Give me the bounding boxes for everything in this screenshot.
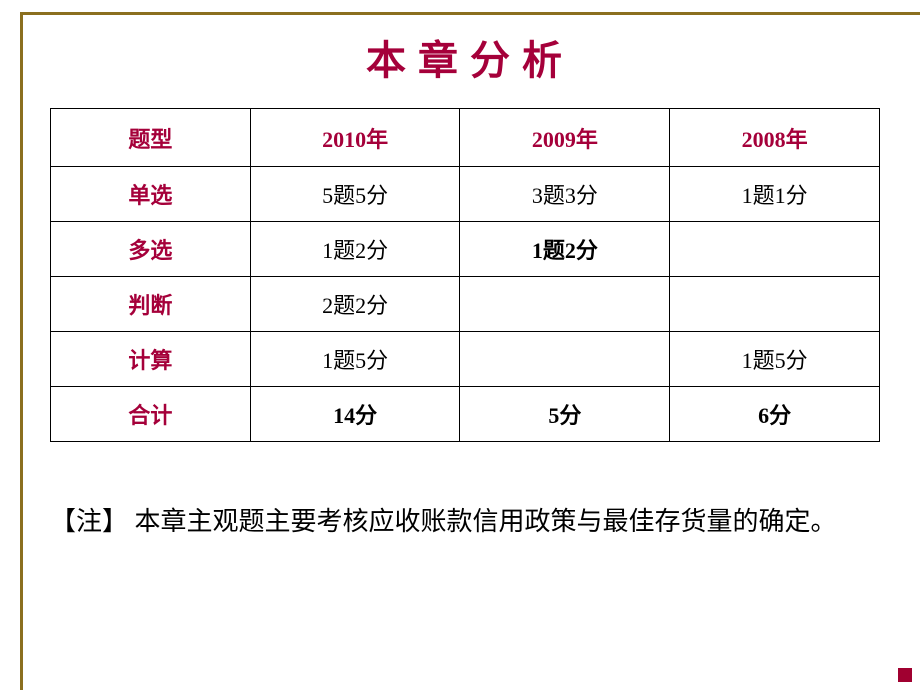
note-text: 【注】 本章主观题主要考核应收账款信用政策与最佳存货量的确定。: [50, 502, 880, 541]
table-row: 合计 14分 5分 6分: [51, 387, 880, 442]
table-row: 多选 1题2分 1题2分: [51, 222, 880, 277]
cell: 5题5分: [250, 167, 460, 222]
table-row: 单选 5题5分 3题3分 1题1分: [51, 167, 880, 222]
cell: 14分: [250, 387, 460, 442]
corner-marker-icon: [898, 668, 912, 682]
cell: 5分: [460, 387, 670, 442]
col-header-2010: 2010年: [250, 109, 460, 167]
frame-border-left: [20, 12, 23, 690]
row-label: 计算: [51, 332, 251, 387]
col-header-2009: 2009年: [460, 109, 670, 167]
table-row: 计算 1题5分 1题5分: [51, 332, 880, 387]
cell: [670, 277, 880, 332]
col-header-2008: 2008年: [670, 109, 880, 167]
cell: 1题2分: [460, 222, 670, 277]
cell: 1题1分: [670, 167, 880, 222]
cell: 1题5分: [250, 332, 460, 387]
col-header-type: 题型: [51, 109, 251, 167]
analysis-table: 题型 2010年 2009年 2008年 单选 5题5分 3题3分 1题1分 多…: [50, 108, 880, 442]
frame-border-top: [20, 12, 920, 15]
row-label: 合计: [51, 387, 251, 442]
cell: [460, 277, 670, 332]
slide-content: 本章分析 题型 2010年 2009年 2008年 单选 5题5分 3题3分 1…: [30, 20, 910, 680]
row-label: 多选: [51, 222, 251, 277]
table-header-row: 题型 2010年 2009年 2008年: [51, 109, 880, 167]
cell: [670, 222, 880, 277]
cell: [460, 332, 670, 387]
cell: 1题5分: [670, 332, 880, 387]
row-label: 单选: [51, 167, 251, 222]
slide-title: 本章分析: [30, 28, 910, 86]
row-label: 判断: [51, 277, 251, 332]
cell: 2题2分: [250, 277, 460, 332]
table-row: 判断 2题2分: [51, 277, 880, 332]
cell: 6分: [670, 387, 880, 442]
cell: 1题2分: [250, 222, 460, 277]
cell: 3题3分: [460, 167, 670, 222]
